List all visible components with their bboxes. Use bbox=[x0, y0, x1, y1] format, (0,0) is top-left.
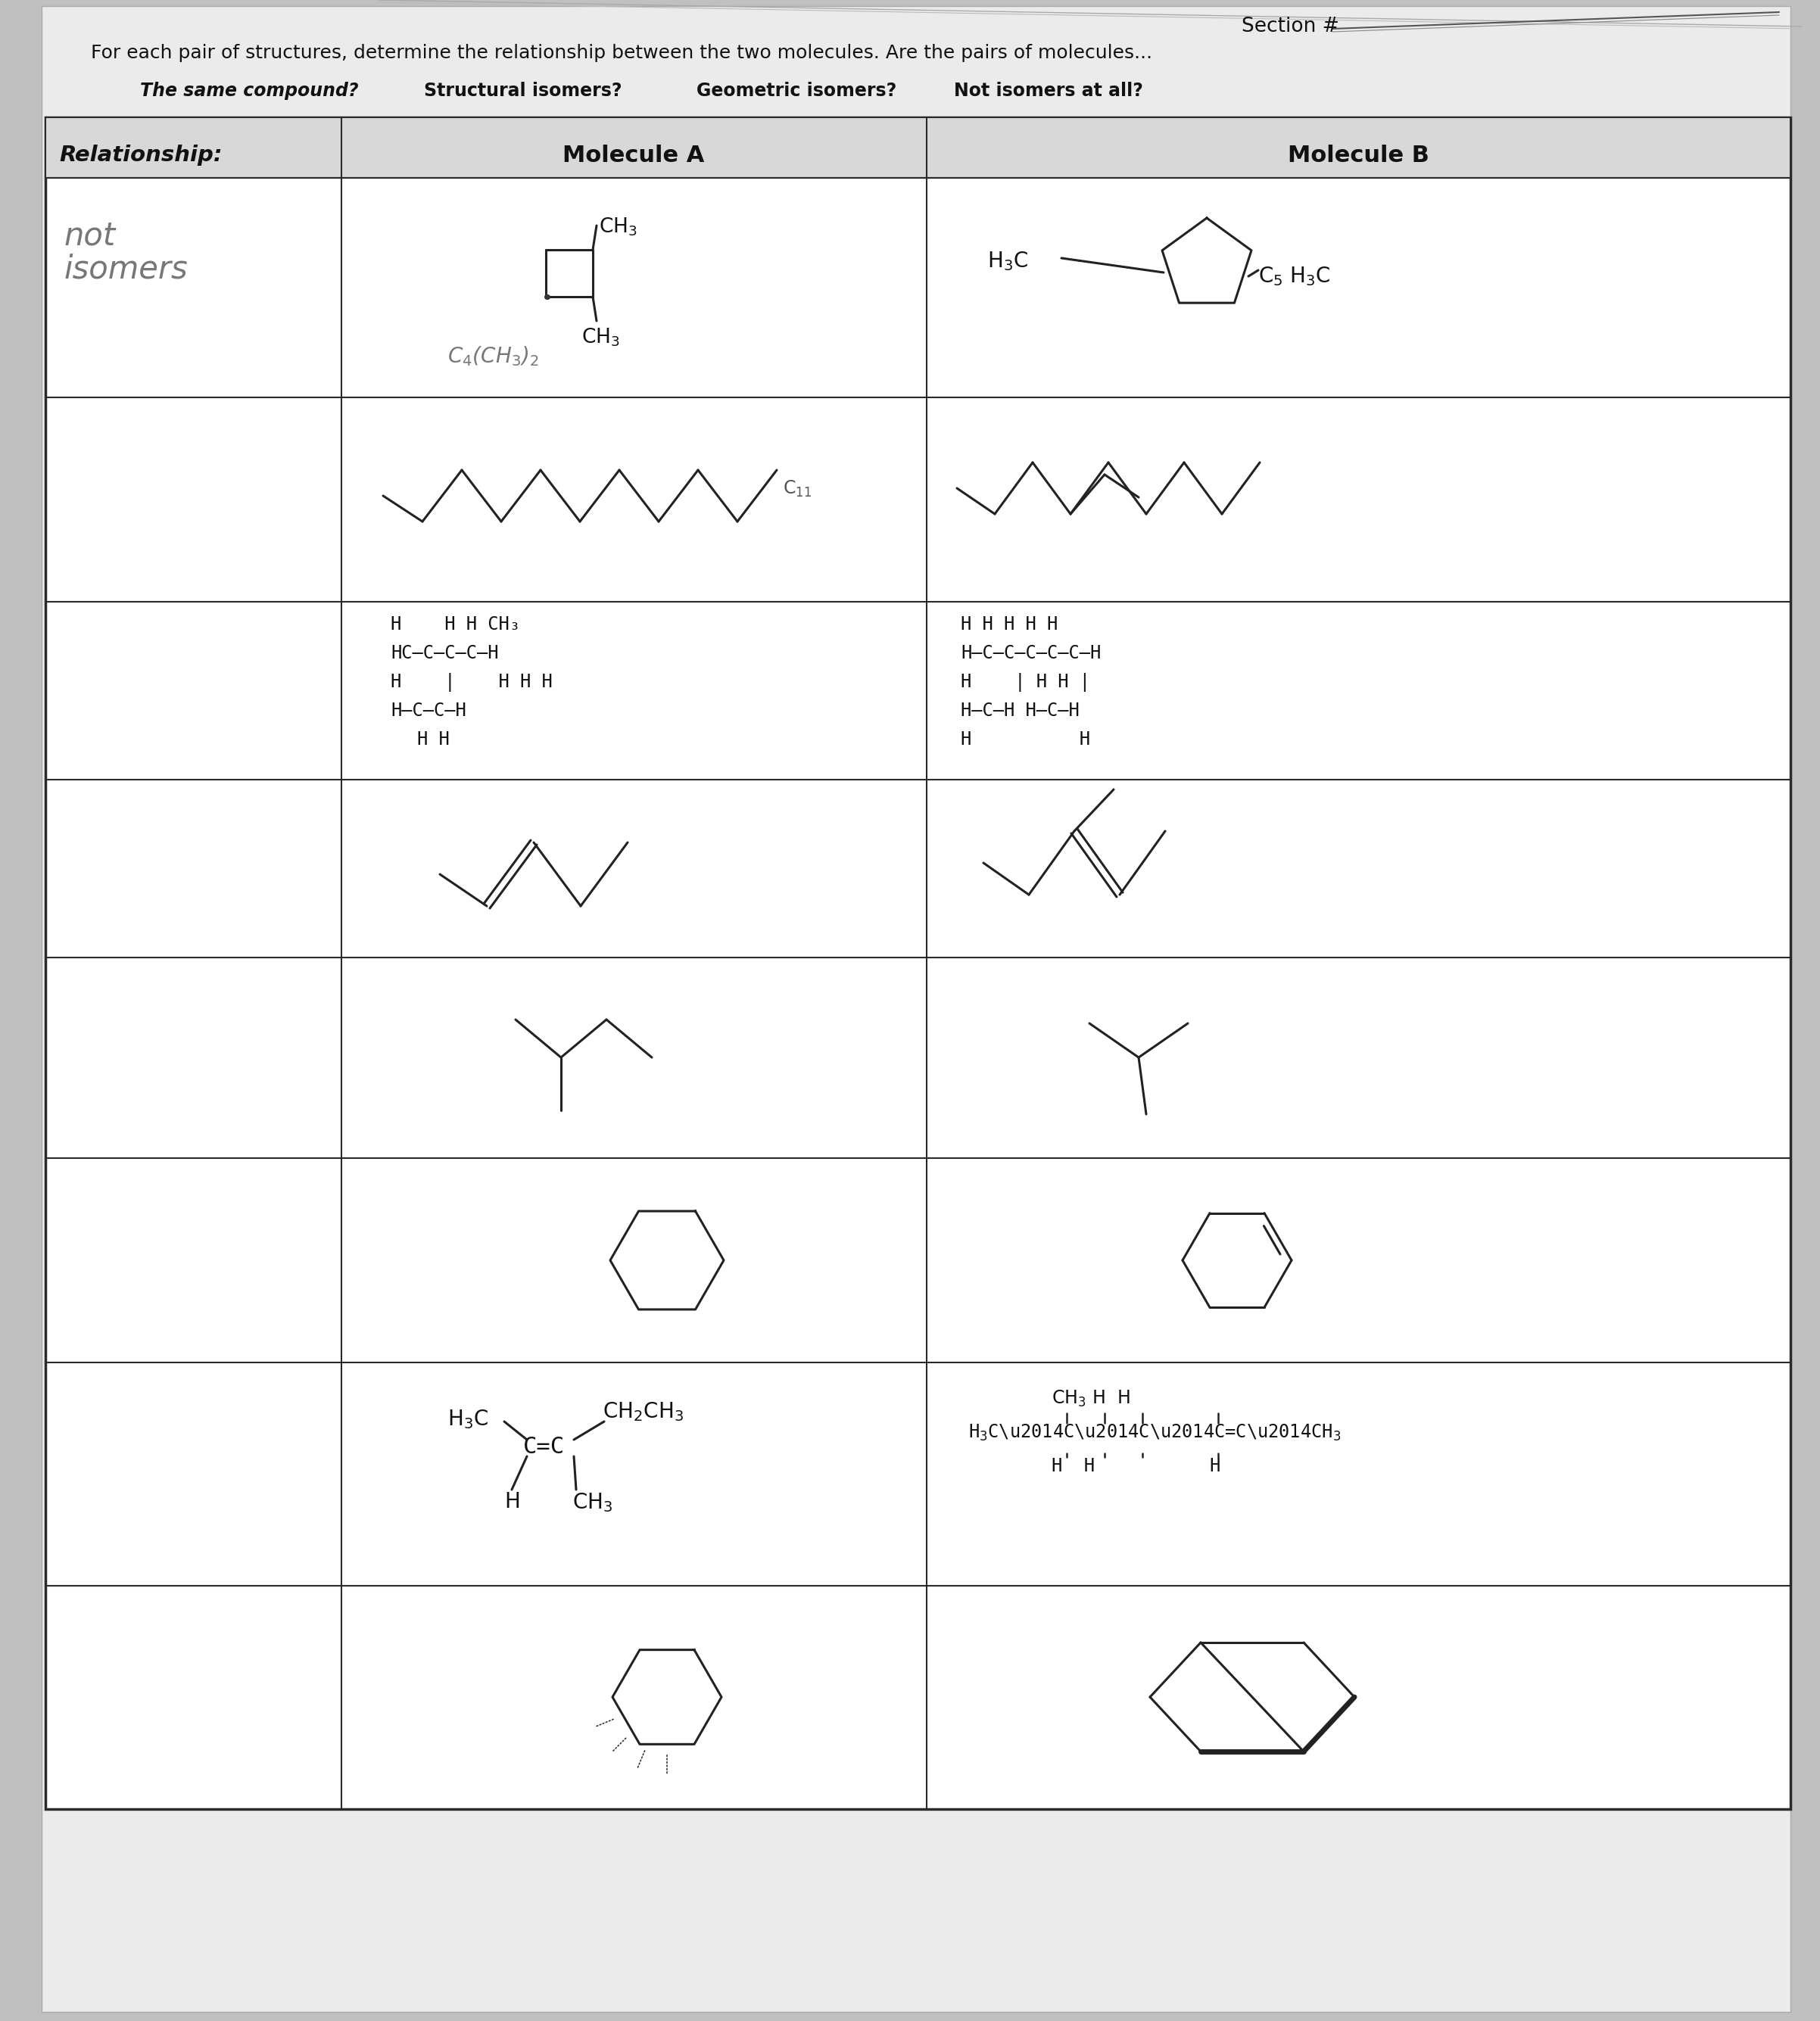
Text: H H H H H: H H H H H bbox=[961, 614, 1057, 633]
Text: H    |    H H H: H | H H H bbox=[391, 673, 553, 691]
Text: H  H: H H bbox=[1052, 1457, 1094, 1475]
Text: H$_3$C: H$_3$C bbox=[986, 251, 1028, 273]
Text: Geometric isomers?: Geometric isomers? bbox=[697, 81, 897, 99]
Text: Relationship:: Relationship: bbox=[58, 146, 222, 166]
Text: H          H: H H bbox=[961, 730, 1090, 748]
Text: CH$_2$CH$_3$: CH$_2$CH$_3$ bbox=[602, 1401, 684, 1423]
Text: Section #: Section # bbox=[1241, 16, 1340, 36]
Text: H—C—C—C—C—C—H: H—C—C—C—C—C—H bbox=[961, 645, 1101, 663]
Text: Molecule B: Molecule B bbox=[1287, 143, 1429, 166]
Text: H    | H H |: H | H H | bbox=[961, 673, 1090, 691]
Text: H H: H H bbox=[417, 730, 450, 748]
Text: C=C: C=C bbox=[522, 1437, 564, 1459]
Text: C$_4$(CH$_3$)$_2$: C$_4$(CH$_3$)$_2$ bbox=[448, 344, 539, 368]
Text: Molecule A: Molecule A bbox=[562, 143, 704, 166]
Text: CH$_3$: CH$_3$ bbox=[599, 216, 637, 236]
Text: not: not bbox=[64, 220, 116, 251]
Text: isomers: isomers bbox=[64, 253, 187, 285]
Text: H—C—C—H: H—C—C—H bbox=[391, 701, 466, 719]
Bar bbox=[46, 117, 1791, 1809]
Text: C$_{11}$: C$_{11}$ bbox=[783, 479, 812, 499]
Text: For each pair of structures, determine the relationship between the two molecule: For each pair of structures, determine t… bbox=[91, 44, 1152, 63]
Text: C$_5$ H$_3$C: C$_5$ H$_3$C bbox=[1258, 265, 1330, 287]
Text: H$_3$C: H$_3$C bbox=[448, 1409, 488, 1431]
Text: The same compound?: The same compound? bbox=[140, 81, 359, 99]
Text: H: H bbox=[1208, 1457, 1219, 1475]
Text: H$_3$C\u2014C\u2014C\u2014C=C\u2014CH$_3$: H$_3$C\u2014C\u2014C\u2014C=C\u2014CH$_3… bbox=[968, 1423, 1341, 1443]
Bar bbox=[46, 117, 1791, 178]
Text: H    H H CH₃: H H H CH₃ bbox=[391, 614, 521, 633]
Text: CH$_3$ H  H: CH$_3$ H H bbox=[1052, 1388, 1130, 1409]
Text: CH$_3$: CH$_3$ bbox=[581, 327, 621, 348]
Text: CH$_3$: CH$_3$ bbox=[571, 1491, 613, 1514]
Text: Structural isomers?: Structural isomers? bbox=[424, 81, 622, 99]
Text: Not isomers at all?: Not isomers at all? bbox=[954, 81, 1143, 99]
Text: H: H bbox=[504, 1491, 521, 1512]
Text: H—C—H H—C—H: H—C—H H—C—H bbox=[961, 701, 1079, 719]
Text: HC—C—C—C—H: HC—C—C—C—H bbox=[391, 645, 499, 663]
